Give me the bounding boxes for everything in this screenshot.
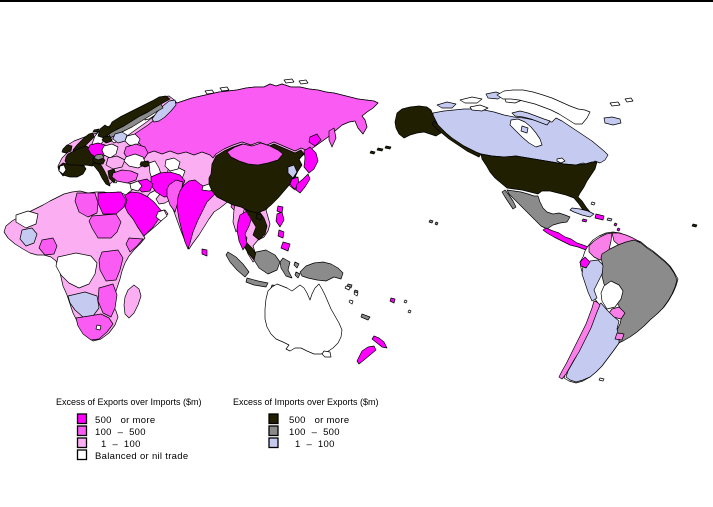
- svg-text:1 – 100: 1 – 100: [295, 439, 335, 450]
- svg-text:Excess of Exports over Imports: Excess of Exports over Imports ($m): [56, 397, 202, 407]
- svg-text:Excess of Imports over Exports: Excess of Imports over Exports ($m): [233, 397, 379, 407]
- svg-text:1 – 100: 1 – 100: [101, 439, 141, 450]
- svg-text:500 or more: 500 or more: [289, 415, 349, 426]
- svg-text:100 – 500: 100 – 500: [289, 427, 340, 438]
- svg-text:500 or more: 500 or more: [95, 415, 155, 426]
- svg-text:Balanced or nil trade: Balanced or nil trade: [95, 451, 188, 462]
- svg-text:100 – 500: 100 – 500: [95, 427, 146, 438]
